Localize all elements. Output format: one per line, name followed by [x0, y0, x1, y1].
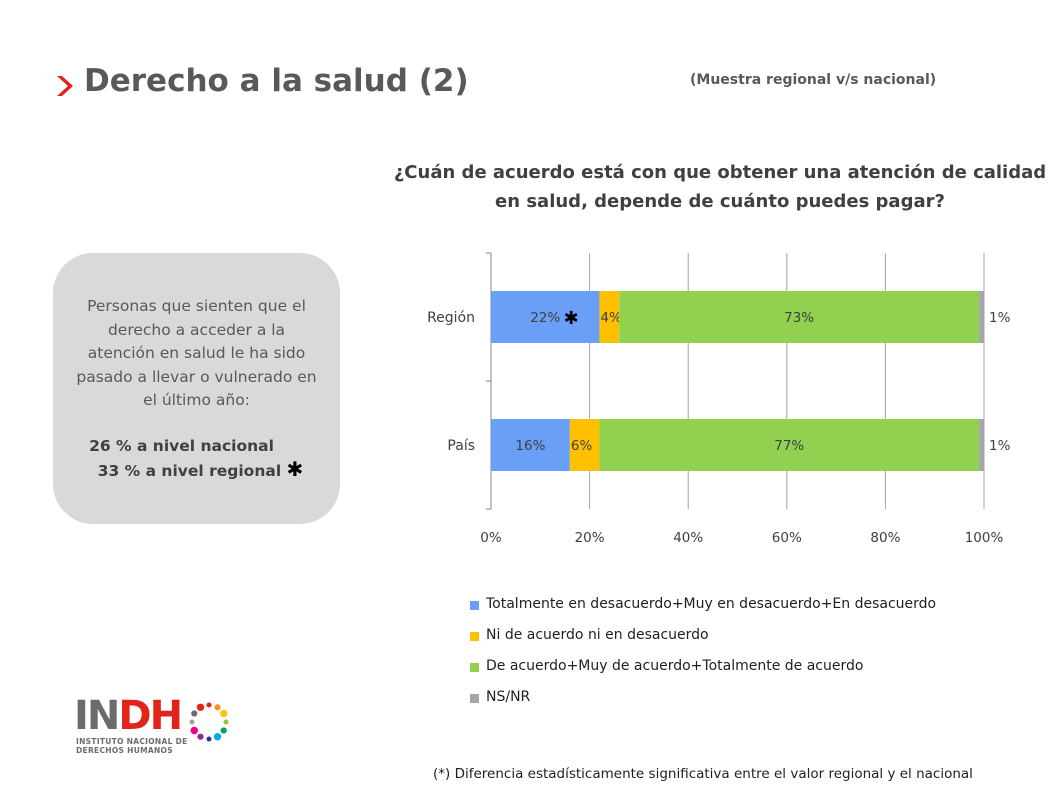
logo-dot: [214, 704, 221, 711]
category-label: País: [447, 438, 475, 454]
x-tick-label: 40%: [673, 530, 703, 546]
bar-segment: [599, 291, 620, 343]
data-label: 1%: [989, 310, 1011, 326]
info-box-text: Personas que sienten que el derecho a ac…: [76, 297, 317, 409]
bar-segment: [569, 419, 600, 471]
category-label: Región: [427, 310, 475, 326]
logo-dot: [197, 733, 204, 740]
title-chevron-icon: [57, 76, 73, 96]
legend-swatch: [470, 663, 479, 672]
significance-star-icon: ✱: [564, 308, 579, 329]
legend-swatch: [470, 632, 479, 641]
indh-logo: INDH INSTITUTO NACIONAL DE DERECHOS HUMA…: [74, 693, 234, 759]
data-label: 6%: [571, 438, 593, 454]
data-label: 4%: [600, 310, 622, 326]
page-title: Derecho a la salud (2): [84, 63, 469, 99]
data-label: 73%: [784, 310, 814, 326]
bar-segment: [491, 291, 600, 343]
logo-dot: [206, 702, 212, 708]
legend-label: Ni de acuerdo ni en desacuerdo: [486, 627, 709, 643]
bar-segment: [491, 419, 570, 471]
bar-segment: [979, 291, 984, 343]
logo-dot: [220, 709, 228, 718]
logo-dot: [213, 733, 222, 741]
info-stat-regional: 33 % a nivel regional: [97, 462, 282, 480]
x-tick-label: 100%: [965, 530, 1004, 546]
logo-dot: [223, 719, 229, 725]
x-tick-label: 80%: [870, 530, 900, 546]
footnote: (*) Diferencia estadísticamente signific…: [433, 766, 973, 782]
x-tick-label: 0%: [480, 530, 502, 546]
logo-dot: [190, 726, 198, 735]
logo-line-1: INSTITUTO NACIONAL DE: [76, 737, 188, 746]
bar-segment: [979, 419, 984, 471]
info-stat-national: 26 % a nivel nacional: [89, 436, 274, 455]
info-box: Personas que sienten que el derecho a ac…: [53, 253, 340, 524]
logo-dot: [189, 719, 195, 725]
legend-swatch: [470, 694, 479, 703]
legend-label: NS/NR: [486, 689, 531, 705]
bar-segment: [599, 419, 980, 471]
logo-dots-icon: [189, 702, 229, 742]
bar-segment: [619, 291, 980, 343]
info-stat-regional-row: 33 % a nivel regional ✱: [73, 457, 320, 484]
legend-label: Totalmente en desacuerdo+Muy en desacuer…: [486, 596, 937, 612]
chart-question: ¿Cuán de acuerdo está con que obtener un…: [393, 162, 1047, 212]
logo-dot: [206, 736, 212, 742]
significance-star-icon: ✱: [286, 457, 304, 481]
data-label: 77%: [774, 438, 804, 454]
data-label: 22%: [530, 310, 560, 326]
logo-dot: [196, 703, 205, 711]
legend-swatch: [470, 601, 479, 610]
x-tick-label: 60%: [772, 530, 802, 546]
page-subtitle: (Muestra regional v/s nacional): [690, 72, 937, 88]
x-tick-label: 20%: [575, 530, 605, 546]
data-label: 1%: [989, 438, 1011, 454]
logo-dot: [220, 727, 227, 734]
legend-label: De acuerdo+Muy de acuerdo+Totalmente de …: [486, 658, 864, 674]
logo-letters: INDH: [74, 693, 183, 739]
logo-line-2: DERECHOS HUMANOS: [76, 746, 173, 755]
logo-dot: [191, 710, 198, 717]
data-label: 16%: [515, 438, 545, 454]
